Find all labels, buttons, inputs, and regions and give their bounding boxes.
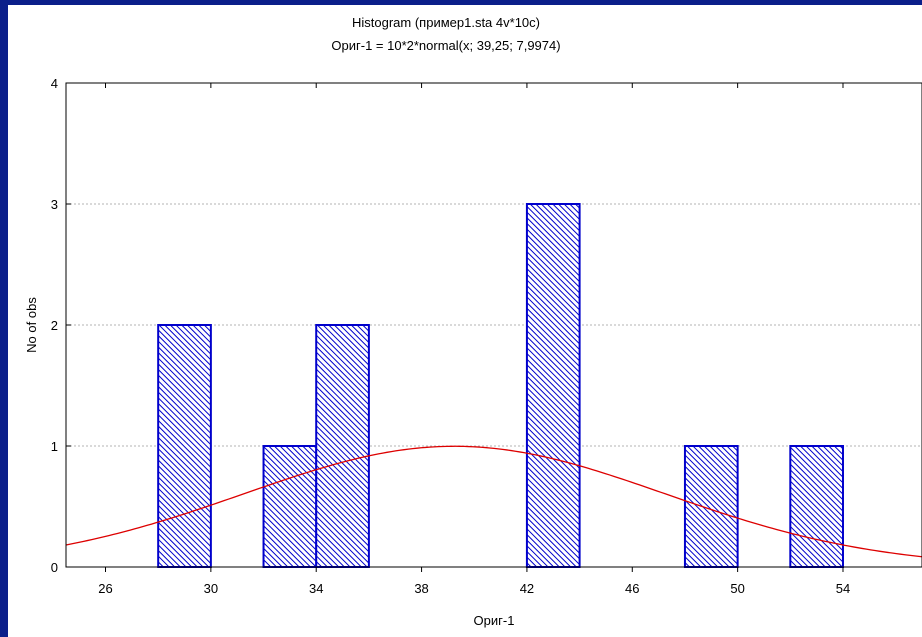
x-tick-label: 46 (625, 581, 639, 596)
chart-subtitle: Ориг-1 = 10*2*normal(x; 39,25; 7,9974) (331, 38, 560, 53)
y-tick-label: 0 (51, 560, 58, 575)
x-tick-label: 54 (836, 581, 850, 596)
bars (157, 203, 844, 568)
y-tick-label: 1 (51, 439, 58, 454)
histogram-bar (789, 445, 844, 568)
y-tick-label: 3 (51, 197, 58, 212)
normal-curve (65, 445, 922, 558)
histogram-bar (683, 445, 739, 568)
y-tick-label: 2 (51, 318, 58, 333)
chart-title: Histogram (пример1.sta 4v*10c) (352, 15, 540, 30)
y-tick-label: 4 (51, 76, 58, 91)
histogram-bar (525, 203, 581, 568)
x-tick-label: 34 (309, 581, 323, 596)
grid (66, 203, 922, 447)
chart-panel: Histogram (пример1.sta 4v*10c) Ориг-1 = … (8, 5, 922, 637)
histogram-bar (157, 324, 212, 568)
x-tick-label: 26 (98, 581, 112, 596)
x-tick-label: 30 (204, 581, 218, 596)
histogram-bar (315, 324, 370, 568)
x-tick-label: 42 (520, 581, 534, 596)
histogram-chart: Histogram (пример1.sta 4v*10c) Ориг-1 = … (24, 15, 922, 628)
x-axis-label: Ориг-1 (474, 613, 515, 628)
x-tick-label: 50 (730, 581, 744, 596)
x-tick-label: 38 (414, 581, 428, 596)
y-axis-label: No of obs (24, 297, 39, 353)
histogram-bar (262, 445, 318, 568)
